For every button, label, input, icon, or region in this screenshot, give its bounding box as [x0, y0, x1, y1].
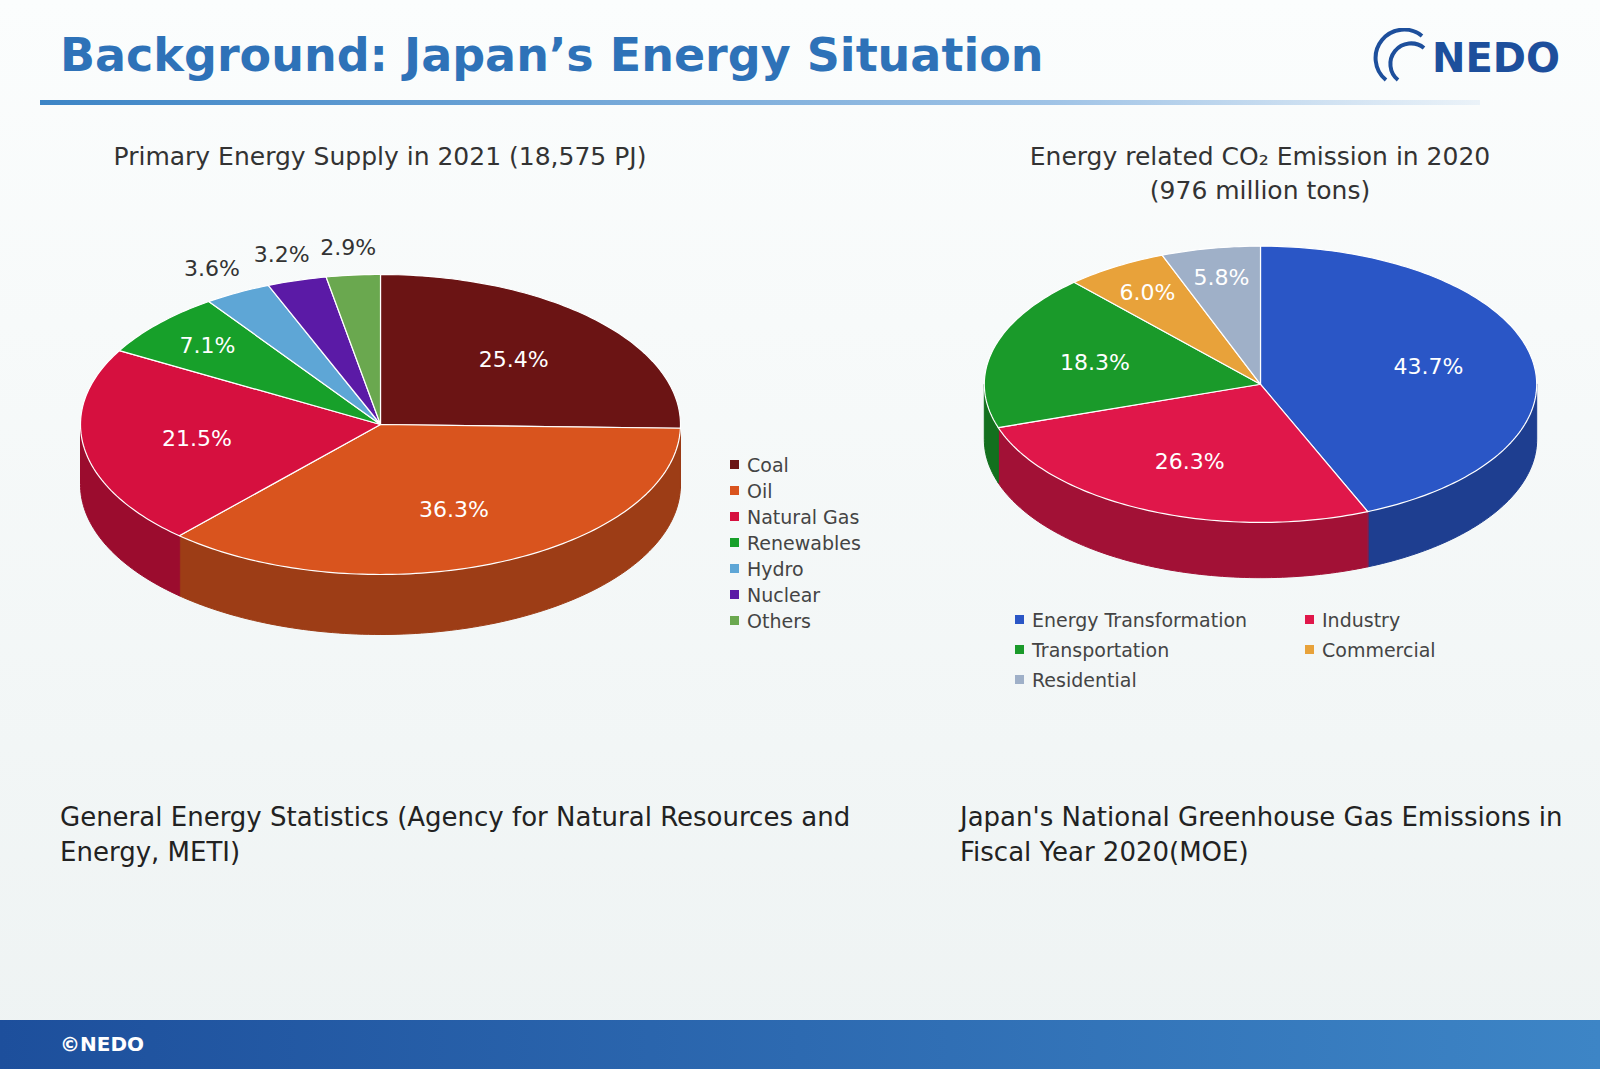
html-text:Energy related CO₂ Emission in: Energy related CO₂ Emission in 2020	[1029, 142, 1491, 171]
html-text:Natural Gas: Natural Gas	[747, 505, 860, 528]
html-text:Nuclear: Nuclear	[747, 583, 821, 606]
html-text:Industry: Industry	[1322, 608, 1401, 631]
svg-text:43.7%: 43.7%	[1393, 354, 1463, 379]
html-text:Renewables: Renewables	[747, 531, 861, 554]
html-text:Background: Japan’s Energy Sit: Background: Japan’s Energy Situation	[60, 28, 1044, 82]
html-text:©NEDO: ©NEDO	[60, 1032, 144, 1056]
svg-text:2.9%: 2.9%	[320, 235, 376, 260]
html-text:Hydro: Hydro	[747, 557, 804, 580]
html-text:Oil: Oil	[747, 479, 773, 502]
html-text:(976 million tons): (976 million tons)	[1149, 175, 1371, 205]
html-text:Japan's National Greenhouse Ga: Japan's National Greenhouse Gas Emission…	[960, 802, 1563, 868]
svg-text:5.8%: 5.8%	[1194, 265, 1250, 290]
svg-text:21.5%: 21.5%	[162, 426, 232, 451]
svg-text:3.2%: 3.2%	[254, 241, 310, 266]
html-text:General Energy Statistics (Age: General Energy Statistics (Agency for Na…	[60, 802, 851, 868]
svg-text:3.6%: 3.6%	[184, 256, 240, 281]
svg-text:26.3%: 26.3%	[1155, 449, 1225, 474]
html-text:Primary Energy Supply in 2021: Primary Energy Supply in 2021 (18,575 PJ…	[113, 142, 647, 171]
html-text:Coal: Coal	[747, 453, 789, 476]
svg-text:18.3%: 18.3%	[1060, 349, 1130, 374]
svg-text:6.0%: 6.0%	[1120, 279, 1176, 304]
html-text:Commercial: Commercial	[1322, 638, 1436, 661]
html-text:NEDO: NEDO	[1432, 35, 1560, 81]
svg-text:7.1%: 7.1%	[179, 333, 235, 358]
html-text:Energy Transformation: Energy Transformation	[1032, 608, 1248, 631]
html-text:Others: Others	[747, 609, 811, 632]
html-text:Transportation: Transportation	[1032, 638, 1170, 661]
svg-text:36.3%: 36.3%	[419, 497, 489, 522]
svg-text:25.4%: 25.4%	[479, 346, 549, 371]
html-text:Residential: Residential	[1032, 668, 1137, 691]
